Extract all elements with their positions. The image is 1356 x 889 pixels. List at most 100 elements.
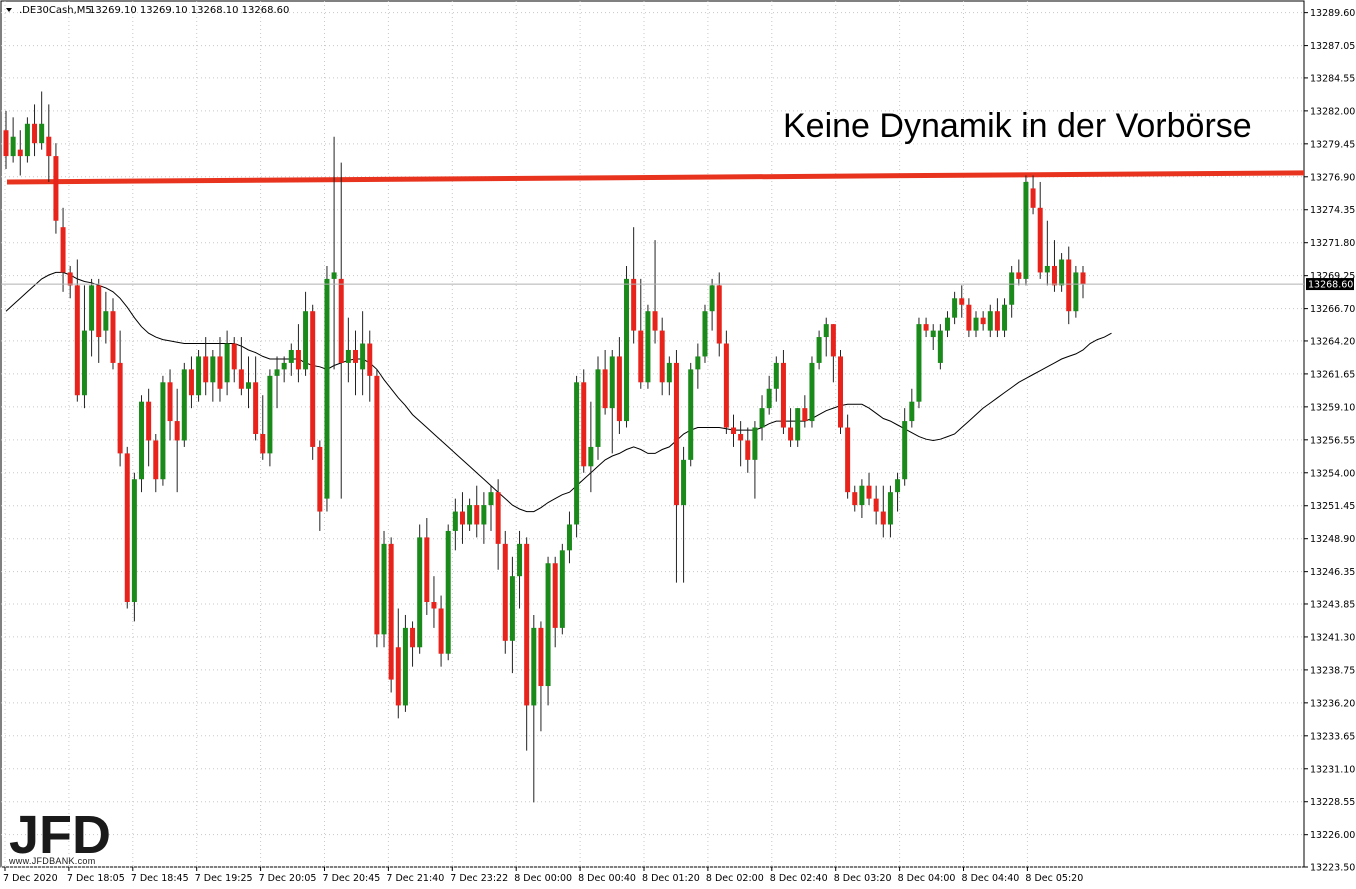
- bearish-candle: [260, 434, 266, 454]
- candles: [3, 91, 1086, 803]
- bearish-candle: [852, 492, 858, 506]
- x-tick-label: 8 Dec 04:40: [962, 873, 1020, 884]
- y-tick-label: 13284.55: [1310, 73, 1355, 84]
- y-tick-label: 13287.05: [1310, 41, 1355, 52]
- bearish-candle: [616, 356, 622, 422]
- bullish-candle: [267, 375, 273, 454]
- bearish-candle: [231, 343, 237, 370]
- bearish-candle: [410, 627, 416, 648]
- bearish-candle: [723, 343, 729, 428]
- bearish-candle: [923, 324, 929, 331]
- bearish-candle: [167, 382, 173, 422]
- y-tick-label: 13226.00: [1310, 830, 1355, 841]
- x-tick-label: 7 Dec 18:05: [67, 873, 125, 884]
- bearish-candle: [552, 563, 558, 628]
- y-tick-label: 13254.00: [1310, 468, 1355, 479]
- bearish-candle: [146, 401, 152, 441]
- bearish-candle: [310, 311, 316, 447]
- bearish-candle: [459, 511, 465, 525]
- y-tick-label: 13264.20: [1310, 336, 1355, 347]
- bullish-candle: [24, 123, 30, 157]
- bearish-candle: [866, 485, 872, 499]
- bullish-candle: [609, 356, 615, 409]
- bearish-candle: [395, 647, 401, 706]
- bullish-candle: [909, 401, 915, 422]
- x-tick-label: 8 Dec 04:00: [898, 873, 956, 884]
- bullish-candle: [973, 317, 979, 331]
- bullish-candle: [81, 330, 87, 396]
- bullish-candle: [160, 382, 166, 480]
- bearish-candle: [124, 453, 130, 603]
- bullish-candle: [381, 543, 387, 635]
- y-tick-label: 13271.80: [1310, 238, 1355, 249]
- bullish-candle: [937, 330, 943, 363]
- bullish-candle: [1073, 272, 1079, 312]
- bullish-candle: [331, 272, 337, 279]
- bullish-candle: [324, 278, 330, 499]
- bearish-candle: [788, 427, 794, 441]
- bullish-candle: [402, 627, 408, 706]
- x-tick-label: 8 Dec 05:20: [1025, 873, 1083, 884]
- bearish-candle: [117, 362, 123, 454]
- bearish-candle: [1080, 272, 1086, 285]
- bullish-candle: [624, 278, 630, 422]
- bullish-candle: [887, 492, 893, 525]
- bearish-candle: [67, 272, 73, 286]
- y-tick-label: 13269.25: [1310, 271, 1355, 282]
- bearish-candle: [745, 440, 751, 460]
- bearish-candle: [638, 330, 644, 383]
- bullish-candle: [566, 524, 572, 551]
- moving-average-line: [5, 271, 1112, 513]
- bullish-candle: [588, 446, 594, 467]
- bullish-candle: [445, 530, 451, 654]
- bearish-candle: [217, 356, 223, 389]
- bullish-candle: [303, 311, 309, 370]
- bearish-candle: [174, 421, 180, 441]
- x-tick-label: 7 Dec 18:45: [131, 873, 189, 884]
- plot-area[interactable]: [0, 0, 1305, 868]
- bullish-candle: [39, 123, 45, 144]
- bullish-candle: [196, 356, 202, 396]
- bullish-candle: [681, 459, 687, 506]
- bullish-candle: [452, 511, 458, 531]
- bearish-candle: [837, 356, 843, 428]
- y-tick-label: 13238.75: [1310, 665, 1355, 676]
- bearish-candle: [524, 543, 530, 706]
- bearish-candle: [631, 278, 637, 331]
- bearish-candle: [1016, 272, 1022, 279]
- y-tick-label: 13231.10: [1310, 764, 1355, 775]
- bearish-candle: [424, 537, 430, 603]
- bearish-candle: [652, 311, 658, 331]
- x-tick-label: 7 Dec 19:25: [195, 873, 253, 884]
- bullish-candle: [574, 382, 580, 525]
- bearish-candle: [338, 278, 344, 363]
- bearish-candle: [60, 227, 66, 273]
- bearish-candle: [673, 362, 679, 506]
- bullish-candle: [545, 563, 551, 687]
- bearish-candle: [17, 149, 23, 157]
- bullish-candle: [1059, 259, 1065, 286]
- bearish-candle: [738, 434, 744, 441]
- y-tick-label: 13266.70: [1310, 304, 1355, 315]
- bullish-candle: [709, 285, 715, 312]
- bullish-candle: [702, 311, 708, 357]
- bullish-candle: [695, 356, 701, 370]
- bearish-candle: [110, 311, 116, 363]
- bullish-candle: [987, 311, 993, 331]
- x-tick-label: 7 Dec 23:22: [450, 873, 508, 884]
- bullish-candle: [795, 408, 801, 441]
- bullish-candle: [509, 576, 515, 641]
- symbol-label: .DE30Cash,M5: [19, 5, 92, 16]
- bearish-candle: [538, 627, 544, 687]
- bearish-candle: [1037, 207, 1043, 273]
- bearish-candle: [317, 446, 323, 512]
- logo-text: JFD: [9, 805, 111, 865]
- y-tick-label: 13246.35: [1310, 567, 1355, 578]
- y-axis: 13289.60 13287.05 13284.55 13282.00 13279.45…: [1304, 8, 1355, 874]
- bearish-candle: [474, 505, 480, 525]
- dropdown-triangle-icon[interactable]: [6, 8, 12, 12]
- bullish-candle: [752, 427, 758, 460]
- bullish-candle: [688, 369, 694, 460]
- bearish-candle: [502, 543, 508, 641]
